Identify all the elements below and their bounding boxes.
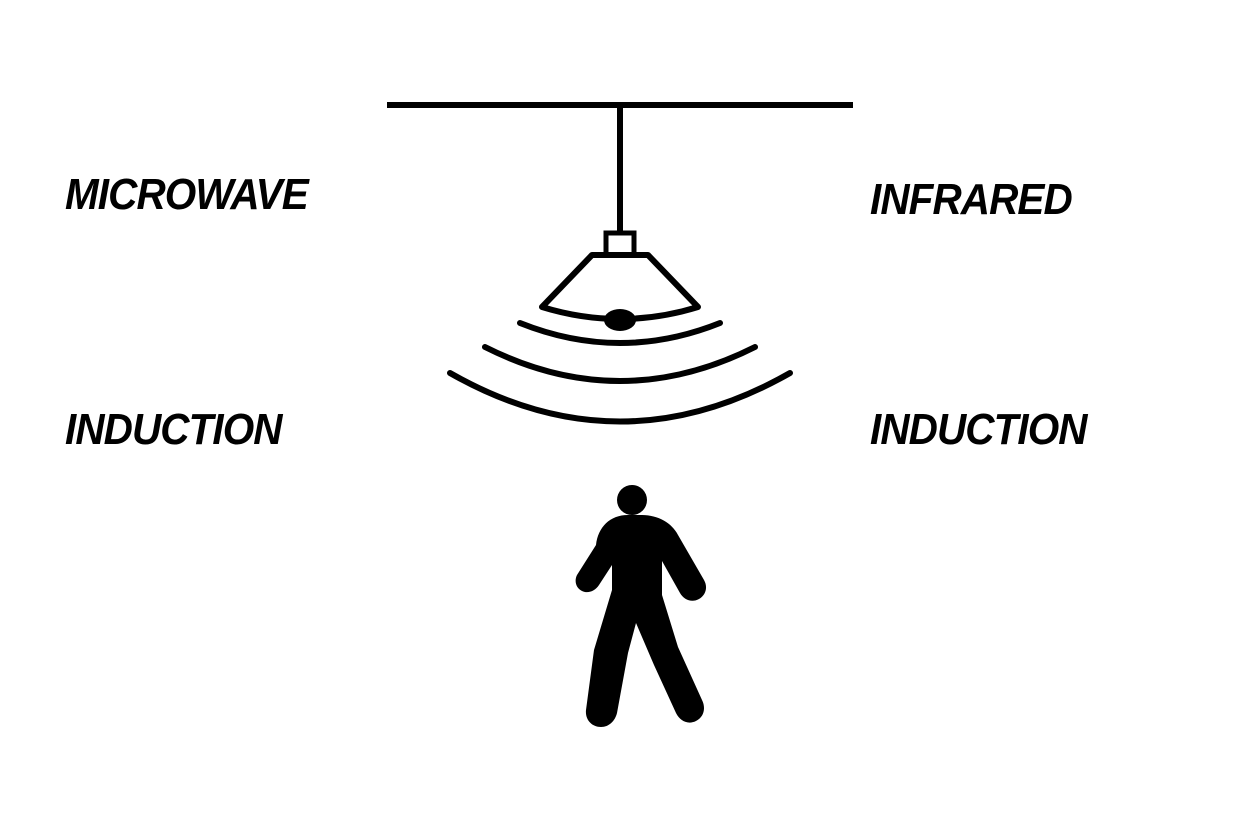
label-top-right: INFRARED bbox=[870, 175, 1072, 225]
lamp-socket bbox=[606, 233, 634, 255]
label-bottom-right: INDUCTION bbox=[870, 405, 1087, 455]
lamp-bulb bbox=[604, 309, 636, 331]
diagram-canvas: MICROWAVE INDUCTION INFRARED INDUCTION bbox=[0, 0, 1243, 829]
person-icon bbox=[576, 485, 706, 727]
label-top-left: MICROWAVE bbox=[65, 170, 308, 220]
wave-2 bbox=[485, 347, 755, 381]
sensor-lamp-diagram bbox=[380, 95, 860, 755]
label-bottom-left: INDUCTION bbox=[65, 405, 282, 455]
